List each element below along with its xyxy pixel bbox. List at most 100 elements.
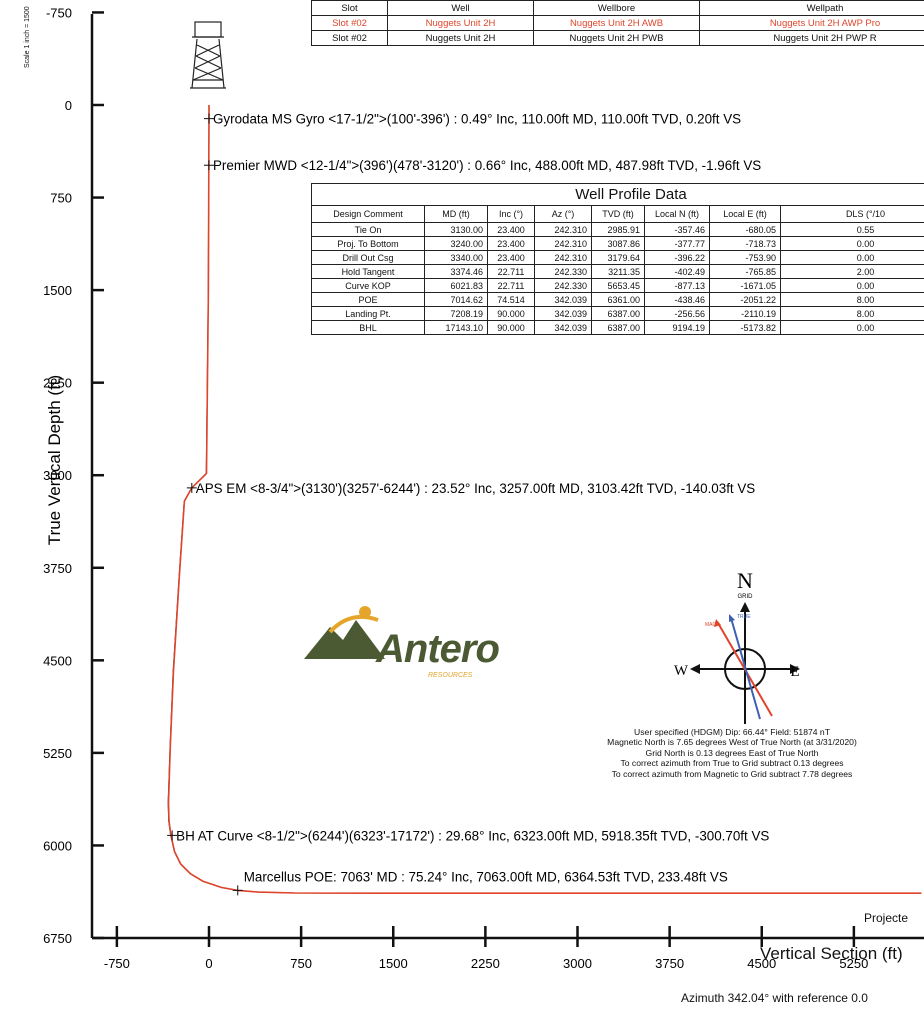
profile-cell: 242.330: [534, 264, 592, 279]
design-comment-cell: Proj. To Bottom: [311, 236, 425, 251]
profile-cell: 23.400: [487, 236, 535, 251]
wellbore-cell: Nuggets Unit 2H PWB: [533, 30, 700, 46]
profile-row: BHL 17143.10 90.000 342.039 6387.00 9194.19 -5…: [311, 320, 924, 335]
profile-cell: -765.85: [709, 264, 781, 279]
survey-marker: [186, 482, 197, 493]
x-tick-label: -750: [104, 956, 130, 971]
survey-marker: [204, 113, 214, 124]
slot-table-header: Slot Well Wellbore Wellpath: [311, 0, 924, 16]
profile-col-header: TVD (ft): [591, 205, 645, 223]
survey-annotation: Premier MWD <12-1/4">(396')(478'-3120') …: [213, 158, 761, 173]
slot-cell: Slot #02: [311, 30, 388, 46]
x-tick-label: 1500: [379, 956, 408, 971]
profile-cell: 17143.10: [424, 320, 488, 335]
y-tick-label: 3000: [43, 468, 72, 483]
profile-row: Proj. To Bottom 3240.00 23.400 242.310 3087.…: [311, 236, 924, 251]
well-profile-title: Well Profile Data: [311, 183, 924, 206]
y-tick-label: 0: [65, 98, 72, 113]
profile-col-header: Local E (ft): [709, 205, 781, 223]
profile-header-row: Design Comment MD (ft) Inc (°) Az (°) TVD (f…: [311, 205, 924, 223]
wellpath-cell: Nuggets Unit 2H PWP R: [699, 30, 924, 46]
profile-cell: -877.13: [644, 278, 710, 293]
wellpath-col-header: Wellpath: [699, 0, 924, 16]
profile-cell: 3374.46: [424, 264, 488, 279]
scale-note: Scale 1 inch = 1500: [24, 6, 31, 68]
compass-mag-label: MAG: [705, 622, 717, 628]
profile-cell: 3240.00: [424, 236, 488, 251]
profile-cell: -680.05: [709, 222, 781, 237]
profile-cell: 242.310: [534, 222, 592, 237]
profile-body: Tie On 3130.00 23.400 242.310 2985.91 -357.46…: [311, 222, 924, 335]
profile-row: Tie On 3130.00 23.400 242.310 2985.91 -357.46…: [311, 222, 924, 237]
profile-cell: 74.514: [487, 292, 535, 307]
profile-cell: 242.330: [534, 278, 592, 293]
magnetic-note: Magnetic North is 7.65 degrees West of T…: [607, 737, 857, 748]
magnetic-notes: User specified (HDGM) Dip: 66.44° Field:…: [540, 727, 924, 779]
profile-cell: 0.00: [780, 320, 924, 335]
profile-cell: -2051.22: [709, 292, 781, 307]
well-cell: Nuggets Unit 2H: [387, 15, 534, 31]
y-tick-label: 4500: [43, 653, 72, 668]
profile-cell: -396.22: [644, 250, 710, 265]
profile-cell: -256.56: [644, 306, 710, 321]
magnetic-note: User specified (HDGM) Dip: 66.44° Field:…: [634, 727, 830, 737]
profile-cell: -5173.82: [709, 320, 781, 335]
profile-cell: 342.039: [534, 306, 592, 321]
slot-cell: Slot #02: [311, 15, 388, 31]
profile-cell: -718.73: [709, 236, 781, 251]
survey-marker: [204, 160, 214, 171]
design-comment-cell: POE: [311, 292, 425, 307]
survey-annotation: APS EM <8-3/4">(3130')(3257'-6244') : 23…: [196, 481, 756, 496]
profile-cell: 7014.62: [424, 292, 488, 307]
profile-cell: 242.310: [534, 250, 592, 265]
profile-cell: 5653.45: [591, 278, 645, 293]
profile-cell: 2.00: [780, 264, 924, 279]
survey-marker: [167, 830, 178, 841]
profile-cell: 6361.00: [591, 292, 645, 307]
drilling-rig-icon: [190, 21, 226, 89]
wellbore-cell: Nuggets Unit 2H AWB: [533, 15, 700, 31]
y-ticks: -750 0 750 1500 2250 3000 3750 4500 5250 6000 6750: [43, 5, 104, 946]
compass-rose: [690, 602, 800, 724]
profile-cell: 9194.19: [644, 320, 710, 335]
profile-cell: 0.00: [780, 278, 924, 293]
profile-col-header: DLS (°/10: [780, 205, 924, 223]
x-tick-label: 5250: [839, 956, 868, 971]
magnetic-note: To correct azimuth from Magnetic to Grid…: [611, 768, 853, 779]
slot-table-row: Slot #02 Nuggets Unit 2H Nuggets Unit 2H…: [311, 15, 924, 31]
antero-logo-subtext: RESOURCES: [428, 672, 473, 679]
y-tick-label: 1500: [43, 283, 72, 298]
x-tick-label: 3750: [655, 956, 684, 971]
slot-table: Slot Well Wellbore Wellpath Slot #02 Nug…: [311, 0, 924, 46]
well-profile-table: Well Profile Data Design Comment MD (ft) I…: [311, 183, 924, 335]
profile-row: Drill Out Csg 3340.00 23.400 242.310 3179.64…: [311, 250, 924, 265]
well-cell: Nuggets Unit 2H: [387, 30, 534, 46]
profile-cell: 3179.64: [591, 250, 645, 265]
profile-cell: 90.000: [487, 306, 535, 321]
profile-cell: 6387.00: [591, 320, 645, 335]
design-comment-cell: Drill Out Csg: [311, 250, 425, 265]
y-tick-label: 6750: [43, 931, 72, 946]
slot-col-header: Slot: [311, 0, 388, 16]
design-comment-cell: Hold Tangent: [311, 264, 425, 279]
profile-cell: 0.00: [780, 250, 924, 265]
profile-cell: 3130.00: [424, 222, 488, 237]
y-axis-title: True Vertical Depth (ft): [45, 375, 64, 545]
magnetic-note: To correct azimuth from True to Grid sub…: [620, 758, 844, 769]
antero-logo-text: Antero: [376, 627, 500, 671]
well-col-header: Well: [387, 0, 534, 16]
profile-cell: -438.46: [644, 292, 710, 307]
slot-table-row: Slot #02 Nuggets Unit 2H Nuggets Unit 2H…: [311, 30, 924, 46]
design-comment-cell: Curve KOP: [311, 278, 425, 293]
y-tick-label: 5250: [43, 746, 72, 761]
y-tick-label: 750: [50, 191, 72, 206]
profile-cell: 242.310: [534, 236, 592, 251]
profile-cell: -402.49: [644, 264, 710, 279]
profile-cell: 22.711: [487, 278, 535, 293]
x-axis-subtitle: Azimuth 342.04° with reference 0.0: [681, 991, 868, 1005]
profile-cell: 23.400: [487, 250, 535, 265]
magnetic-note: Grid North is 0.13 degrees East of True …: [645, 747, 819, 758]
x-tick-label: 0: [205, 956, 212, 971]
y-tick-label: -750: [46, 5, 72, 20]
